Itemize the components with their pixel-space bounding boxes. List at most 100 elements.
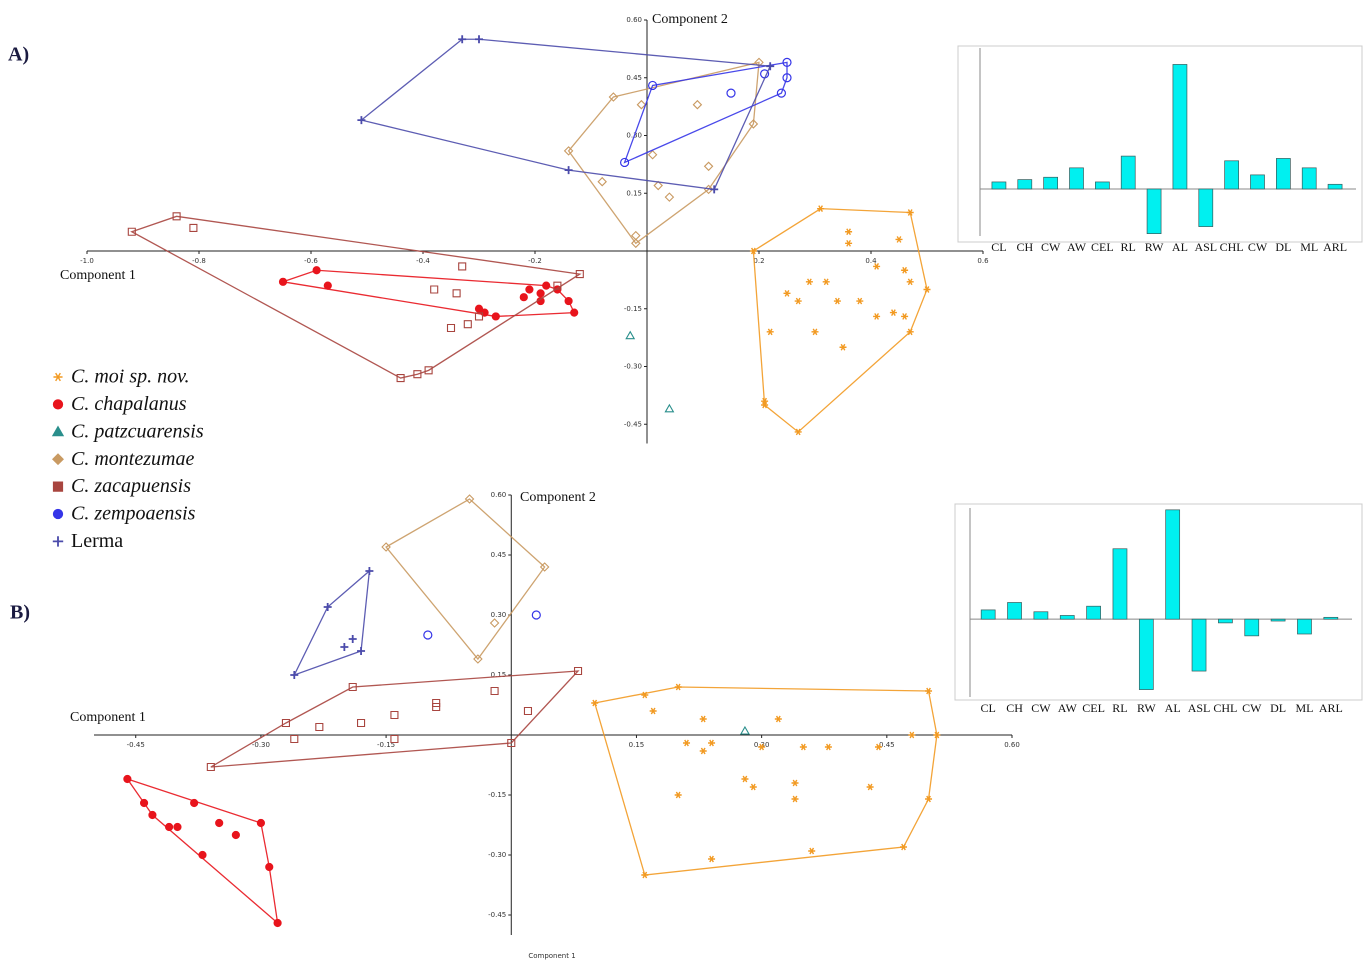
legend-label: C. patzcuarensis	[71, 420, 204, 442]
point	[539, 562, 550, 572]
point	[754, 57, 764, 68]
point	[215, 818, 224, 828]
category-label: CHL	[1220, 240, 1244, 254]
point	[278, 277, 288, 286]
bar	[1059, 615, 1075, 620]
point	[173, 822, 182, 832]
legend-label: C. montezumae	[71, 448, 194, 470]
axis-caption: Component 1	[528, 952, 575, 960]
point	[523, 706, 533, 716]
bar	[991, 181, 1007, 190]
point	[631, 238, 641, 249]
point	[323, 603, 332, 611]
point	[290, 734, 299, 744]
x-tick-label: -0.8	[192, 257, 206, 265]
point	[683, 739, 691, 747]
y-tick-label: 0.45	[491, 551, 507, 559]
convex-hull	[567, 61, 760, 245]
point	[811, 328, 819, 336]
point	[424, 366, 433, 375]
category-label: AL	[1172, 240, 1188, 254]
point	[474, 312, 484, 321]
point	[906, 209, 914, 216]
category-label: AW	[1058, 701, 1078, 715]
x-tick-label: 0.60	[1004, 741, 1020, 749]
point	[458, 262, 467, 271]
point	[766, 328, 774, 336]
point	[901, 266, 909, 274]
point	[782, 73, 792, 83]
point	[906, 278, 914, 286]
point	[805, 278, 813, 286]
y-axis-label: Component 2	[520, 490, 596, 505]
point	[127, 227, 136, 236]
x-tick-label: -0.45	[127, 741, 145, 749]
point	[649, 707, 657, 715]
category-label: ARL	[1323, 240, 1347, 254]
point	[748, 119, 759, 129]
point	[564, 166, 573, 175]
point	[925, 795, 933, 803]
category-label: CH	[1006, 701, 1023, 715]
point	[708, 739, 716, 747]
point	[845, 239, 853, 247]
point	[923, 286, 931, 293]
convex-hull	[593, 686, 938, 876]
point	[783, 289, 791, 297]
y-tick-label: -0.30	[624, 363, 642, 371]
x-tick-label: -0.2	[528, 257, 542, 265]
point	[265, 862, 274, 872]
point	[206, 762, 215, 772]
point	[895, 236, 903, 243]
point	[774, 715, 782, 723]
x-axis-label: Component 1	[70, 710, 146, 725]
point	[708, 855, 716, 863]
point	[699, 747, 707, 755]
point	[699, 715, 707, 723]
point	[641, 871, 649, 879]
bar	[1138, 618, 1154, 690]
point	[390, 710, 399, 720]
convex-hull	[210, 670, 580, 768]
category-label: DL	[1275, 240, 1291, 254]
x-axis-label: Component 1	[60, 268, 136, 283]
point	[474, 304, 484, 313]
point	[791, 779, 799, 787]
point	[817, 205, 825, 213]
point	[570, 308, 579, 317]
point	[490, 686, 499, 696]
point	[256, 818, 266, 828]
point	[290, 671, 299, 679]
category-label: RW	[1145, 240, 1164, 254]
point	[357, 116, 366, 125]
point	[766, 62, 775, 71]
point	[357, 647, 366, 655]
legend-label: Lerma	[71, 530, 123, 552]
point	[653, 180, 663, 191]
bar	[1069, 167, 1084, 190]
point	[856, 297, 864, 305]
category-label: CL	[981, 701, 996, 715]
point	[664, 403, 675, 413]
x-tick-label: 0.45	[879, 741, 895, 749]
point	[726, 88, 736, 98]
point	[758, 743, 766, 751]
legend-marker	[53, 372, 63, 382]
category-label: CW	[1242, 701, 1262, 715]
x-tick-label: 0.4	[865, 257, 877, 265]
point	[381, 542, 391, 552]
point	[641, 691, 649, 699]
point	[833, 297, 841, 305]
y-tick-label: -0.15	[488, 791, 506, 799]
point	[525, 285, 534, 294]
point	[189, 223, 198, 232]
point	[273, 918, 282, 928]
bar	[1297, 618, 1312, 635]
point	[231, 830, 240, 840]
point	[900, 843, 908, 851]
point	[749, 783, 757, 791]
x-tick-label: 0.30	[754, 741, 770, 749]
y-tick-label: -0.45	[624, 420, 642, 428]
category-label: CH	[1016, 240, 1033, 254]
